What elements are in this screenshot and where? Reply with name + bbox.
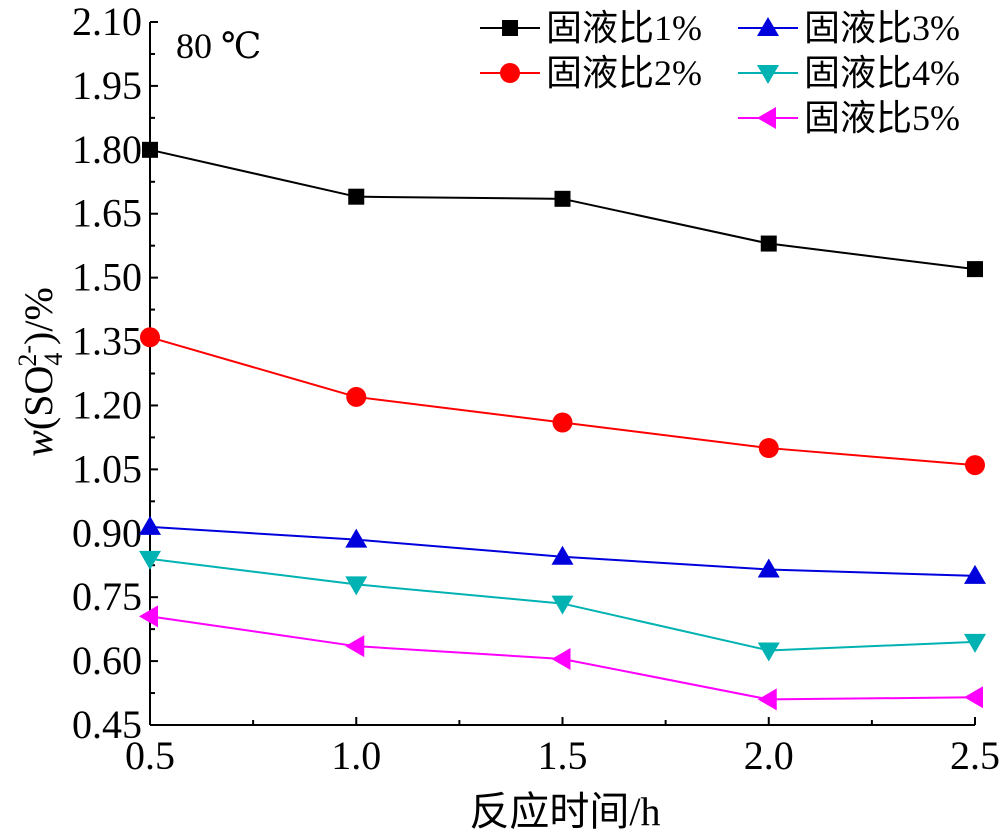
- legend-label: 固液比2%: [546, 53, 702, 93]
- data-point: [757, 642, 780, 662]
- legend-marker: [757, 107, 776, 129]
- data-point: [964, 633, 986, 653]
- series-line: [149, 336, 976, 467]
- x-tick-label: 2.0: [744, 733, 794, 778]
- x-tick-label: 2.5: [950, 733, 1000, 778]
- data-point: [758, 438, 779, 459]
- y-tick-label: 1.50: [72, 255, 142, 300]
- legend-marker: [757, 17, 779, 36]
- data-point: [757, 688, 777, 711]
- x-tick-label: 0.5: [125, 733, 175, 778]
- legend-label: 固液比3%: [804, 8, 960, 48]
- legend-entry: 固液比3%: [738, 8, 960, 48]
- x-axis-title: 反应时间/h: [469, 789, 660, 833]
- legend-label: 固液比4%: [804, 53, 960, 93]
- data-point: [348, 188, 365, 205]
- data-point: [139, 515, 161, 535]
- x-tick-label: 1.5: [538, 733, 588, 778]
- data-point: [552, 412, 573, 433]
- data-point: [345, 576, 368, 596]
- legend-marker: [500, 63, 520, 83]
- legend-entry: 固液比5%: [738, 98, 960, 138]
- data-point: [551, 595, 574, 615]
- y-tick-label: 0.75: [72, 574, 142, 619]
- data-point: [964, 686, 983, 709]
- legend-entry: 固液比1%: [480, 8, 702, 48]
- y-tick-label: 2.10: [72, 0, 142, 44]
- y-tick-label: 1.35: [72, 319, 142, 364]
- data-point: [554, 190, 571, 207]
- y-tick-label: 0.90: [72, 510, 142, 555]
- y-tick-label: 1.65: [72, 191, 142, 236]
- series-1: [142, 141, 983, 278]
- x-axis: 0.5 1.0 1.5 2.0 2.5: [125, 717, 1000, 778]
- legend-entry: 固液比4%: [738, 53, 960, 93]
- y-axis: 0.45 0.60 0.75 0.90 1.05 1.20 1.35 1.50 1.65 1.80…: [72, 0, 158, 747]
- data-point: [757, 558, 780, 578]
- data-point: [964, 564, 986, 584]
- y-tick-label: 1.95: [72, 63, 142, 108]
- data-point: [760, 235, 777, 252]
- series-2: [140, 327, 985, 476]
- data-point: [551, 545, 574, 565]
- data-point: [551, 647, 571, 670]
- x-tick-label: 1.0: [331, 733, 381, 778]
- legend-marker: [757, 65, 779, 84]
- legend: 固液比1% 固液比2% 固液比3% 固液比4% 固液比5%: [480, 8, 960, 138]
- data-point: [345, 528, 368, 548]
- data-point: [139, 550, 161, 570]
- legend-label: 固液比1%: [546, 8, 702, 48]
- data-point: [965, 455, 985, 476]
- series-3: [139, 515, 986, 584]
- temperature-annotation: 80 ℃: [176, 26, 261, 66]
- y-tick-label: 1.80: [72, 127, 142, 172]
- series-4: [139, 550, 986, 662]
- y-tick-label: 1.05: [72, 446, 142, 491]
- y-tick-label: 0.60: [72, 638, 142, 683]
- data-point: [142, 141, 158, 158]
- data-point: [346, 386, 367, 407]
- series-line: [149, 148, 976, 271]
- series-5: [139, 605, 983, 711]
- y-tick-label: 0.45: [72, 702, 142, 747]
- data-point: [140, 327, 160, 348]
- legend-marker: [502, 20, 518, 36]
- data-point: [967, 261, 983, 278]
- series-layer: [139, 141, 986, 711]
- legend-label: 固液比5%: [804, 98, 960, 138]
- data-point: [345, 635, 365, 658]
- data-point: [139, 605, 158, 628]
- y-tick-label: 1.20: [72, 382, 142, 427]
- y-axis-title: w(SO42-)/%: [13, 287, 68, 457]
- legend-entry: 固液比2%: [480, 53, 702, 93]
